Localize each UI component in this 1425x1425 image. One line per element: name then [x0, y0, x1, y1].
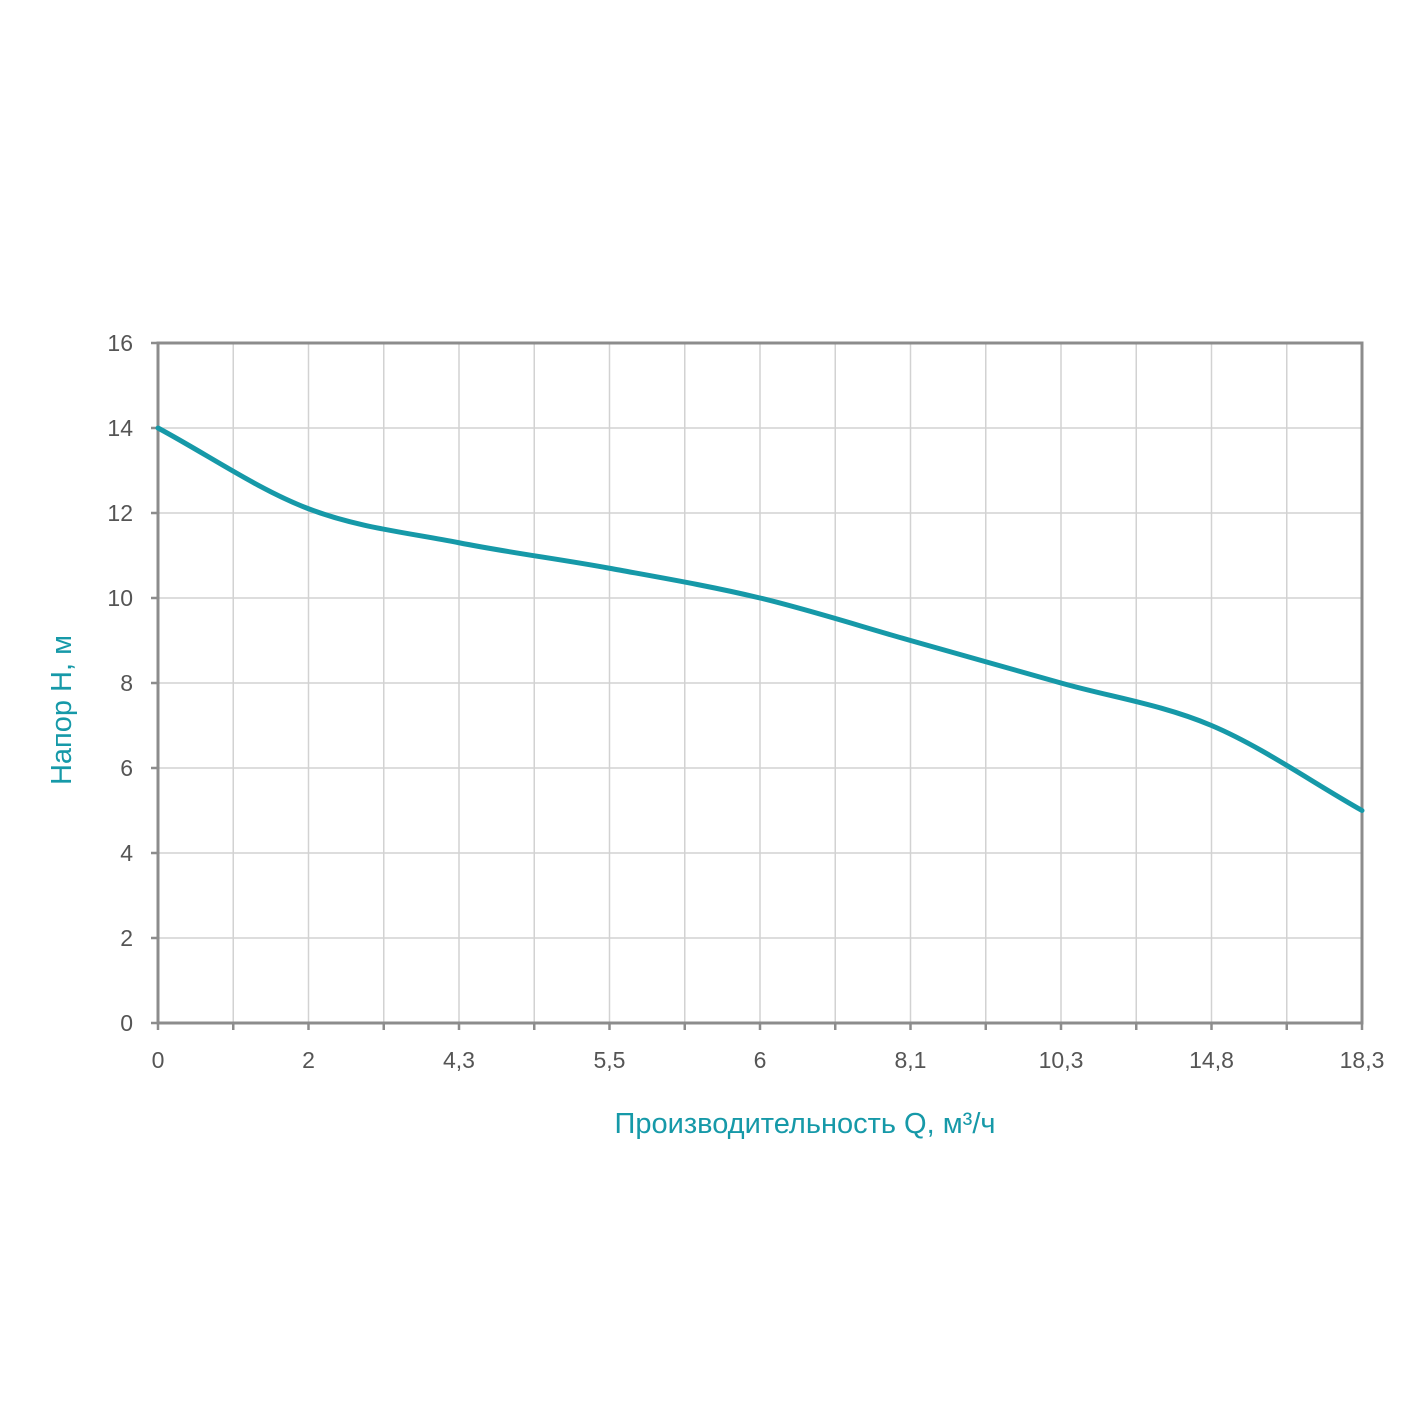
y-axis-title: Напор H, м [46, 635, 78, 785]
x-tick-labels: 0 2 4,3 5,5 6 8,1 10,3 14,8 18,3 [152, 1047, 1385, 1073]
y-tick-label: 8 [120, 670, 133, 696]
y-tick-label: 0 [120, 1010, 133, 1036]
plot-frame [151, 341, 1364, 1030]
x-tick-label: 2 [302, 1047, 315, 1073]
x-tick-label: 18,3 [1340, 1047, 1385, 1073]
y-tick-label: 12 [107, 500, 133, 526]
y-tick-label: 4 [120, 840, 133, 866]
y-tick-label: 16 [107, 330, 133, 356]
x-tick-label: 10,3 [1039, 1047, 1084, 1073]
y-tick-labels: 0 2 4 6 8 10 12 14 16 [107, 330, 133, 1036]
series-group [155, 425, 1365, 813]
y-tick-label: 2 [120, 925, 133, 951]
x-tick-label: 6 [754, 1047, 767, 1073]
x-tick-label: 8,1 [895, 1047, 927, 1073]
x-tick-label: 5,5 [594, 1047, 626, 1073]
grid-lines [158, 343, 1362, 1023]
y-tick-label: 10 [107, 585, 133, 611]
x-axis-title: Производительность Q, м³/ч [615, 1108, 996, 1140]
x-tick-label: 14,8 [1189, 1047, 1234, 1073]
y-tick-label: 6 [120, 755, 133, 781]
x-tick-label: 4,3 [443, 1047, 475, 1073]
x-tick-label: 0 [152, 1047, 165, 1073]
y-tick-label: 14 [107, 415, 133, 441]
series-line [155, 425, 1365, 813]
